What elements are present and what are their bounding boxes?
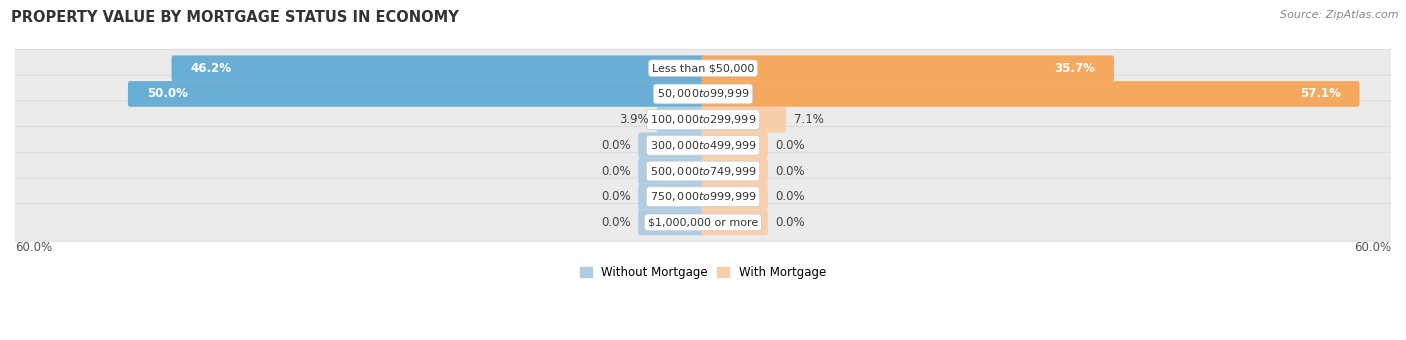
Text: Less than $50,000: Less than $50,000	[652, 63, 754, 73]
FancyBboxPatch shape	[172, 55, 704, 81]
FancyBboxPatch shape	[6, 152, 1400, 190]
FancyBboxPatch shape	[657, 107, 704, 133]
Text: $1,000,000 or more: $1,000,000 or more	[648, 217, 758, 227]
FancyBboxPatch shape	[702, 107, 786, 133]
Text: 0.0%: 0.0%	[602, 216, 631, 229]
FancyBboxPatch shape	[702, 184, 768, 209]
FancyBboxPatch shape	[702, 133, 768, 158]
Text: 0.0%: 0.0%	[775, 165, 804, 177]
Text: $750,000 to $999,999: $750,000 to $999,999	[650, 190, 756, 203]
Text: 35.7%: 35.7%	[1054, 62, 1095, 75]
FancyBboxPatch shape	[702, 55, 1114, 81]
FancyBboxPatch shape	[638, 158, 704, 184]
FancyBboxPatch shape	[6, 75, 1400, 113]
Text: 0.0%: 0.0%	[602, 139, 631, 152]
FancyBboxPatch shape	[702, 158, 768, 184]
Legend: Without Mortgage, With Mortgage: Without Mortgage, With Mortgage	[575, 261, 831, 284]
FancyBboxPatch shape	[6, 50, 1400, 87]
Text: 0.0%: 0.0%	[602, 165, 631, 177]
Text: 0.0%: 0.0%	[775, 139, 804, 152]
Text: 7.1%: 7.1%	[793, 113, 824, 126]
Text: $100,000 to $299,999: $100,000 to $299,999	[650, 113, 756, 126]
Text: 0.0%: 0.0%	[602, 190, 631, 203]
FancyBboxPatch shape	[6, 178, 1400, 216]
Text: $500,000 to $749,999: $500,000 to $749,999	[650, 165, 756, 177]
Text: PROPERTY VALUE BY MORTGAGE STATUS IN ECONOMY: PROPERTY VALUE BY MORTGAGE STATUS IN ECO…	[11, 10, 458, 25]
Text: 57.1%: 57.1%	[1299, 87, 1340, 100]
FancyBboxPatch shape	[702, 209, 768, 235]
FancyBboxPatch shape	[702, 81, 1360, 107]
FancyBboxPatch shape	[638, 184, 704, 209]
Text: Source: ZipAtlas.com: Source: ZipAtlas.com	[1281, 10, 1399, 20]
Text: 46.2%: 46.2%	[190, 62, 232, 75]
Text: 0.0%: 0.0%	[775, 216, 804, 229]
Text: $50,000 to $99,999: $50,000 to $99,999	[657, 87, 749, 100]
FancyBboxPatch shape	[638, 133, 704, 158]
Text: 50.0%: 50.0%	[146, 87, 188, 100]
Text: 0.0%: 0.0%	[775, 190, 804, 203]
FancyBboxPatch shape	[638, 209, 704, 235]
FancyBboxPatch shape	[6, 204, 1400, 241]
Text: $300,000 to $499,999: $300,000 to $499,999	[650, 139, 756, 152]
Text: 60.0%: 60.0%	[1354, 241, 1391, 254]
FancyBboxPatch shape	[6, 101, 1400, 138]
Text: 3.9%: 3.9%	[620, 113, 650, 126]
FancyBboxPatch shape	[6, 126, 1400, 164]
FancyBboxPatch shape	[128, 81, 704, 107]
Text: 60.0%: 60.0%	[15, 241, 52, 254]
